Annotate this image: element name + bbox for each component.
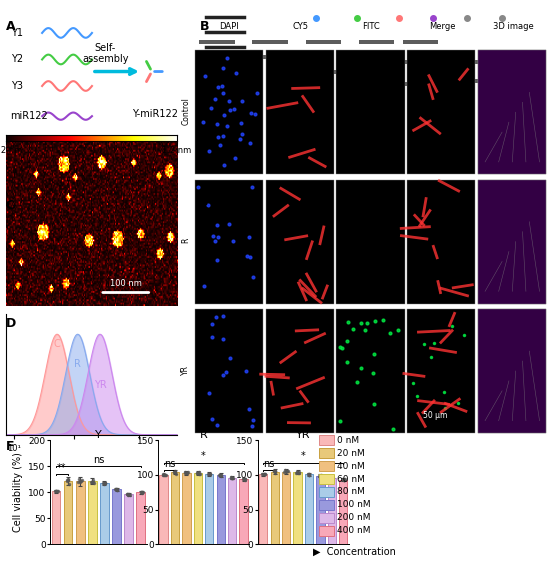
Bar — [253, 40, 288, 44]
Text: YR: YR — [181, 365, 191, 375]
Text: Y1: Y1 — [11, 28, 23, 38]
Bar — [171, 472, 179, 544]
Title: YR: YR — [296, 430, 311, 440]
Bar — [64, 481, 73, 544]
Bar — [228, 478, 236, 544]
Text: 200 nM: 200 nM — [337, 513, 370, 522]
Text: 100 nm: 100 nm — [110, 279, 142, 288]
Bar — [339, 480, 347, 544]
Bar — [282, 471, 290, 544]
Bar — [182, 473, 191, 544]
Bar — [76, 481, 85, 544]
Text: 400 nM: 400 nM — [337, 526, 370, 535]
Text: A: A — [6, 20, 15, 33]
Text: ▶  Concentration: ▶ Concentration — [313, 546, 396, 557]
Text: Self-
assembly: Self- assembly — [82, 43, 129, 65]
Bar — [253, 56, 288, 59]
Bar — [52, 491, 60, 544]
Bar — [294, 472, 302, 544]
Title: Y: Y — [95, 430, 102, 440]
Text: E: E — [199, 199, 208, 212]
Text: F: F — [6, 440, 14, 453]
Bar — [306, 40, 341, 44]
Text: C: C — [54, 339, 60, 350]
Text: 3D image: 3D image — [493, 22, 534, 31]
Bar — [447, 80, 483, 83]
Text: B: B — [199, 20, 209, 33]
Text: CY5: CY5 — [293, 22, 308, 31]
Text: Y2: Y2 — [11, 54, 23, 65]
Bar — [306, 70, 341, 74]
Bar — [194, 473, 202, 544]
Bar — [358, 56, 394, 59]
X-axis label: FL intensity: FL intensity — [65, 458, 117, 467]
Text: Control: Control — [181, 98, 191, 125]
Text: ns: ns — [163, 459, 175, 469]
Bar — [403, 40, 438, 44]
Bar — [316, 476, 325, 544]
Bar — [271, 471, 279, 544]
Text: D: D — [6, 317, 16, 330]
Text: R: R — [74, 360, 81, 370]
Text: *: * — [301, 451, 306, 461]
Text: **: ** — [57, 463, 66, 473]
Text: 20 nM: 20 nM — [337, 449, 365, 458]
Bar — [403, 60, 438, 63]
Bar — [205, 473, 213, 544]
Bar — [259, 474, 268, 544]
Bar — [100, 483, 109, 544]
Bar — [199, 40, 235, 44]
Text: miR122: miR122 — [11, 111, 48, 121]
Y-axis label: Cell viability (%): Cell viability (%) — [13, 452, 23, 532]
Bar — [112, 489, 121, 544]
Bar — [328, 478, 336, 544]
Text: DAPI: DAPI — [219, 22, 239, 31]
Bar — [124, 494, 133, 544]
Text: 0 nM: 0 nM — [337, 436, 359, 445]
Text: 80 nM: 80 nM — [337, 488, 365, 496]
Text: 60 nM: 60 nM — [337, 475, 365, 484]
Text: YR: YR — [94, 380, 106, 389]
Bar — [358, 40, 394, 44]
Bar — [447, 60, 483, 63]
Text: Y-miR122: Y-miR122 — [132, 109, 178, 119]
Bar — [491, 80, 526, 83]
Bar — [305, 474, 313, 544]
Text: 100 nM: 100 nM — [337, 500, 371, 509]
Bar — [136, 493, 145, 544]
Text: Merge: Merge — [429, 22, 455, 31]
Text: 50 μm: 50 μm — [423, 411, 447, 420]
Bar — [160, 475, 168, 544]
Bar — [239, 479, 248, 544]
Text: *: * — [201, 451, 206, 461]
Bar — [88, 481, 96, 544]
Text: ns: ns — [263, 459, 275, 469]
Bar — [403, 82, 438, 86]
Text: C: C — [6, 199, 14, 212]
Text: FITC: FITC — [362, 22, 380, 31]
Text: R: R — [181, 238, 191, 243]
Text: Y3: Y3 — [11, 81, 23, 91]
Bar — [217, 475, 225, 544]
Text: 40 nM: 40 nM — [337, 462, 365, 471]
Text: ns: ns — [93, 456, 104, 465]
Title: R: R — [200, 430, 207, 440]
Bar — [358, 70, 394, 74]
